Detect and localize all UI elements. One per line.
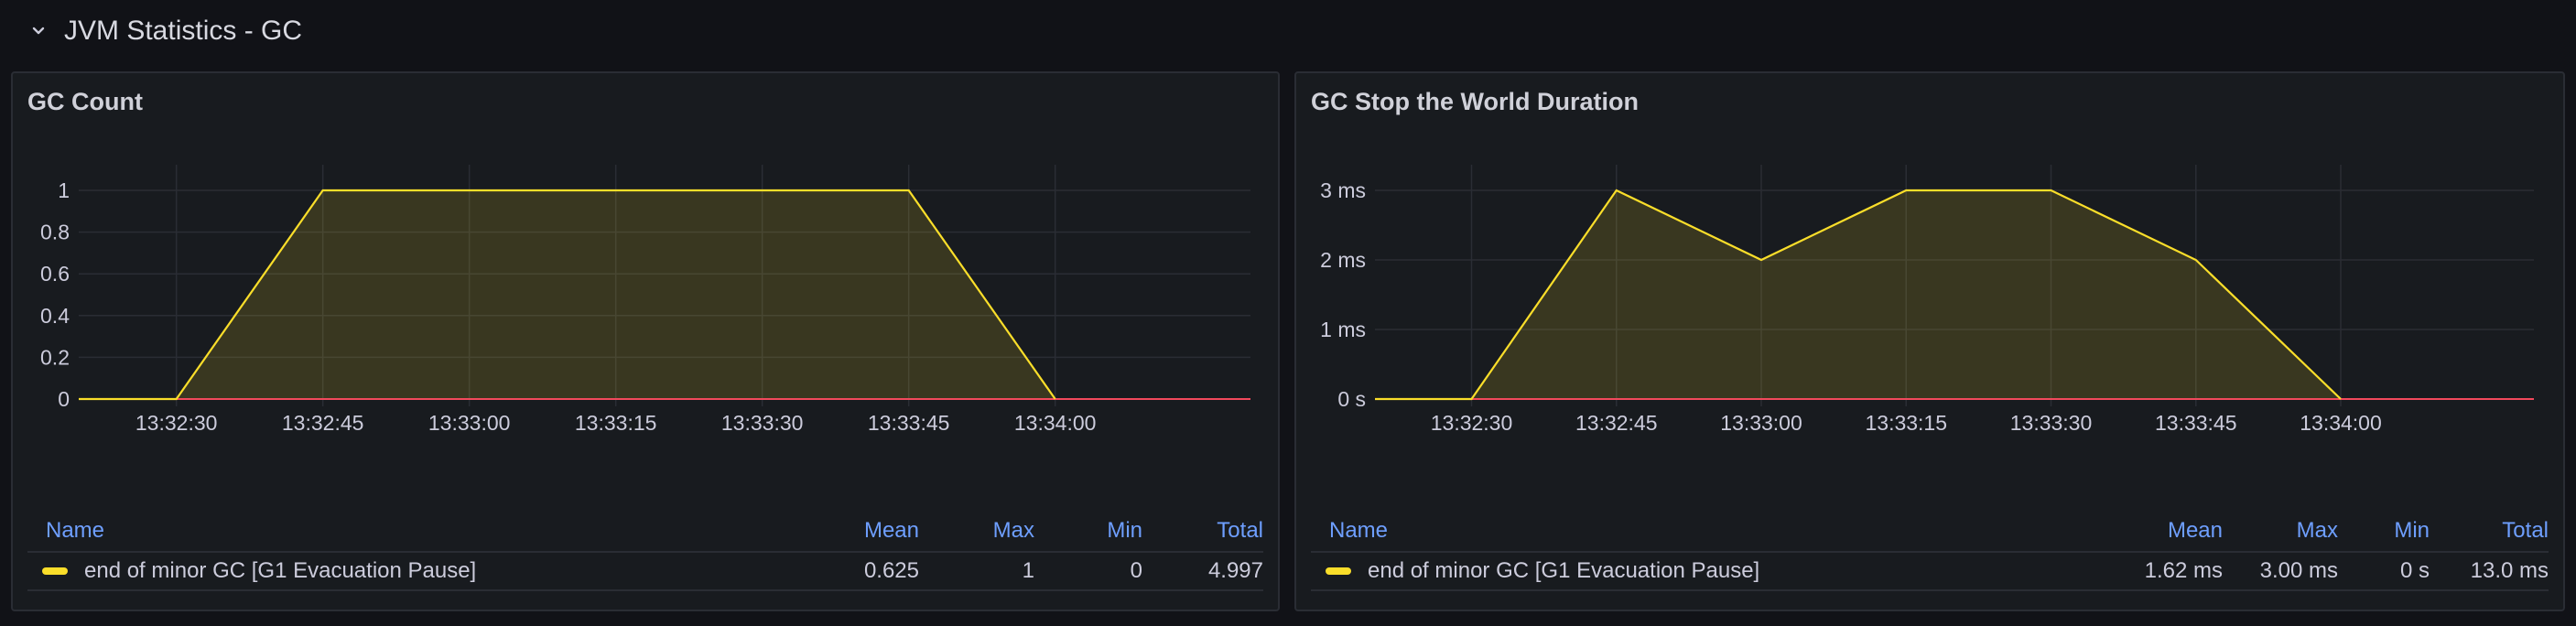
y-tick-label: 2 ms [1320, 248, 1366, 272]
x-tick-label: 13:32:30 [135, 411, 218, 435]
x-tick-label: 13:33:30 [721, 411, 804, 435]
y-tick-label: 3 ms [1320, 178, 1366, 202]
y-tick-label: 0 [58, 387, 70, 411]
legend-mean-value: 0.625 [863, 558, 919, 583]
legend-mean-value: 1.62 ms [2144, 558, 2223, 583]
x-tick-label: 13:33:45 [2155, 411, 2237, 435]
legend-header-max[interactable]: Max [992, 518, 1034, 543]
series-color-swatch[interactable] [42, 567, 68, 575]
legend-header-row: Name Mean Max Min Total [27, 511, 1263, 551]
legend-row[interactable]: end of minor GC [G1 Evacuation Pause] 1.… [1311, 551, 2549, 591]
y-tick-label: 1 [58, 178, 70, 202]
series-area [1375, 190, 2341, 399]
y-tick-label: 0.2 [40, 345, 70, 369]
panel-title[interactable]: GC Count [27, 88, 143, 115]
x-tick-label: 13:32:45 [282, 411, 364, 435]
series-line [79, 189, 1056, 401]
x-tick-label: 13:32:30 [1431, 411, 1513, 435]
y-tick-label: 0.8 [40, 221, 70, 244]
y-tick-label: 0 s [1337, 387, 1366, 411]
chevron-down-icon[interactable] [26, 18, 51, 44]
legend-row[interactable]: end of minor GC [G1 Evacuation Pause] 0.… [27, 551, 1263, 591]
y-tick-label: 0.6 [40, 262, 70, 286]
legend-max-value: 1 [1022, 558, 1034, 583]
x-tick-label: 13:33:00 [428, 411, 511, 435]
x-tick-label: 13:32:45 [1575, 411, 1658, 435]
series-color-swatch[interactable] [1326, 567, 1351, 575]
legend-header-min[interactable]: Min [1107, 518, 1142, 543]
panel-gc-stw-duration[interactable]: GC Stop the World Duration 0 s 1 ms 2 ms 3 … [1294, 71, 2565, 611]
legend-min-value: 0 s [2399, 558, 2430, 583]
legend-table: Name Mean Max Min Total end of minor GC … [1311, 511, 2549, 591]
row-header[interactable]: JVM Statistics - GC [0, 0, 2576, 62]
series-line [1375, 189, 2342, 401]
x-tick-label: 13:33:00 [1720, 411, 1802, 435]
legend-table: Name Mean Max Min Total end of minor GC … [27, 511, 1263, 591]
legend-header-total[interactable]: Total [2502, 518, 2549, 543]
y-tick-label: 1 ms [1320, 318, 1366, 341]
legend-header-mean[interactable]: Mean [2167, 518, 2223, 543]
x-tick-label: 13:34:00 [1014, 411, 1097, 435]
legend-header-mean[interactable]: Mean [863, 518, 919, 543]
series-name[interactable]: end of minor GC [G1 Evacuation Pause] [1368, 558, 1760, 583]
legend-header-name[interactable]: Name [46, 518, 105, 543]
legend-total-value: 4.997 [1207, 558, 1263, 583]
legend-header-min[interactable]: Min [2394, 518, 2430, 543]
x-tick-label: 13:33:15 [1865, 411, 1947, 435]
legend-min-value: 0 [1130, 558, 1142, 583]
panel-gc-count[interactable]: GC Count 0 0.2 0.4 0.6 0.8 1 13:32:30 13:32:45 1… [11, 71, 1280, 611]
legend-max-value: 3.00 ms [2259, 558, 2338, 583]
x-tick-label: 13:33:15 [575, 411, 657, 435]
legend-header-name[interactable]: Name [1329, 518, 1389, 543]
x-tick-label: 13:33:45 [868, 411, 950, 435]
legend-header-max[interactable]: Max [2296, 518, 2338, 543]
row-title: JVM Statistics - GC [64, 16, 303, 46]
y-tick-label: 0.4 [40, 304, 70, 328]
legend-header-total[interactable]: Total [1217, 518, 1263, 543]
gc-stw-duration-chart[interactable]: 0 s 1 ms 2 ms 3 ms 13:32:30 13:32:45 13:33:00 1… [1296, 73, 2567, 511]
series-area [79, 190, 1055, 399]
gc-count-chart[interactable]: 0 0.2 0.4 0.6 0.8 1 13:32:30 13:32:45 13:33:00 13… [13, 73, 1282, 511]
legend-total-value: 13.0 ms [2470, 558, 2549, 583]
panel-title[interactable]: GC Stop the World Duration [1311, 88, 1639, 115]
x-tick-label: 13:34:00 [2300, 411, 2382, 435]
x-tick-label: 13:33:30 [2010, 411, 2093, 435]
series-name[interactable]: end of minor GC [G1 Evacuation Pause] [84, 558, 477, 583]
legend-header-row: Name Mean Max Min Total [1311, 511, 2549, 551]
